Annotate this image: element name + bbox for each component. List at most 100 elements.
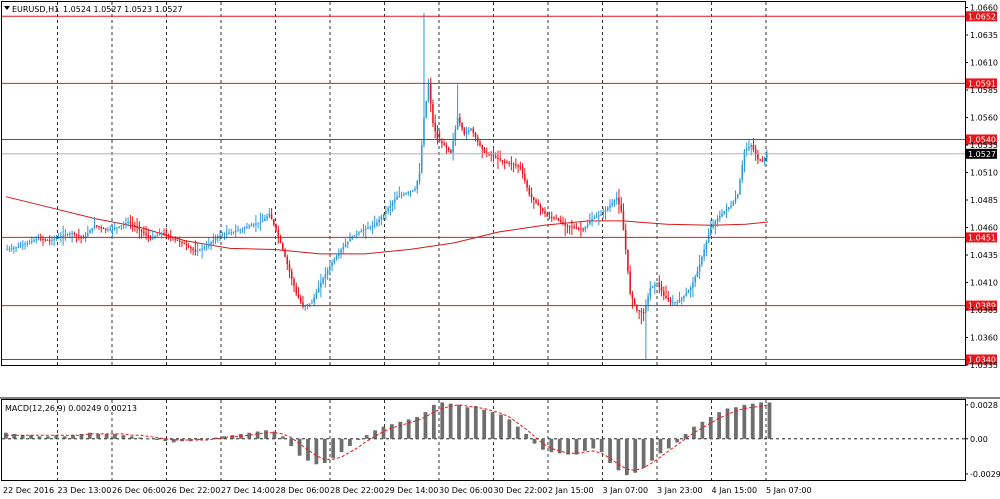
ohlc-values: 1.0524 1.0527 1.0523 1.0527	[63, 5, 183, 14]
candle-body	[530, 194, 533, 198]
macd-histogram-bar	[29, 435, 33, 439]
current-price-tag	[966, 148, 997, 159]
candle-body	[87, 233, 89, 236]
candle-body	[609, 205, 611, 208]
macd-histogram-bar	[692, 426, 696, 439]
candle-body	[443, 143, 445, 145]
macd-histogram-bar	[633, 438, 638, 473]
candle-body	[407, 192, 410, 194]
symbol-label: EURUSD,H1	[12, 5, 59, 14]
candle-body	[338, 252, 340, 257]
candle-body	[219, 235, 221, 237]
candle-body	[134, 225, 136, 227]
candle-body	[239, 229, 241, 231]
candle-body	[313, 297, 315, 303]
candle-body	[575, 227, 578, 229]
candle-body	[212, 240, 215, 243]
macd-histogram-bar	[708, 416, 713, 439]
candle-body	[346, 241, 349, 245]
candle-body	[533, 197, 535, 200]
macd-histogram-bar	[624, 438, 629, 476]
macd-histogram-bar	[675, 438, 680, 443]
candle-body	[631, 293, 634, 299]
candle-body	[250, 225, 253, 227]
candle-body	[745, 148, 748, 151]
candle-body	[26, 242, 29, 244]
candle-body	[618, 197, 620, 205]
macd-histogram-bar	[767, 402, 772, 439]
candle-body	[674, 302, 676, 304]
macd-tick-label: 0.00	[970, 435, 988, 444]
candle-body	[470, 128, 472, 131]
macd-histogram-bar	[717, 412, 722, 439]
price-tick-label: 1.0510	[970, 169, 998, 178]
candle-body	[73, 233, 76, 235]
candle-body	[44, 239, 47, 241]
main-panel-frame	[1, 1, 966, 366]
macd-histogram-bar	[356, 438, 361, 440]
moving-average	[5, 196, 769, 255]
candle-body	[304, 305, 306, 307]
candle-body	[42, 238, 44, 240]
candle-body	[82, 237, 85, 239]
candle-body	[593, 217, 596, 219]
candle-body	[734, 198, 737, 202]
macd-histogram-bar	[750, 403, 755, 439]
macd-histogram-bar	[280, 436, 285, 439]
candle-body	[394, 199, 396, 203]
price-tick-label: 1.0410	[970, 279, 998, 288]
candle-body	[676, 302, 679, 304]
candle-body	[624, 230, 627, 250]
macd-histogram-bar	[364, 435, 369, 439]
candle-body	[627, 249, 629, 272]
candle-body	[51, 239, 53, 241]
candle-body	[127, 222, 129, 224]
candle-body	[400, 194, 403, 196]
candle-body	[246, 227, 248, 229]
macd-histogram-bar	[574, 438, 579, 455]
candle-body	[329, 266, 331, 271]
candle-body	[528, 187, 531, 195]
candle-body	[39, 238, 42, 240]
candle-body	[698, 264, 701, 272]
candle-body	[261, 220, 264, 222]
candle-body	[176, 239, 179, 241]
candle-body	[55, 238, 58, 240]
candle-body	[158, 234, 161, 236]
candle-body	[611, 202, 614, 206]
candle-body	[555, 218, 557, 220]
macd-histogram-bar	[138, 437, 143, 439]
candle-body	[120, 225, 123, 227]
candle-body	[275, 224, 277, 230]
macd-label: MACD(12,26,9) 0.00249 0.00213	[5, 404, 137, 413]
time-tick-label: 5 Jan 07:00	[766, 486, 812, 495]
candle-body	[519, 166, 522, 168]
candle-body	[107, 229, 109, 231]
candle-body	[642, 312, 645, 314]
macd-histogram-bar	[650, 438, 654, 461]
candle-body	[436, 131, 439, 140]
macd-histogram-bar	[524, 433, 529, 439]
candle-body	[48, 240, 51, 242]
candle-body	[80, 236, 82, 238]
candle-body	[362, 229, 365, 232]
symbol-menu-icon[interactable]	[4, 6, 10, 10]
candle-body	[757, 154, 759, 160]
candle-body	[667, 297, 670, 301]
candle-body	[620, 204, 622, 211]
candle-body	[317, 287, 320, 293]
level-price-tag-text: 1.0540	[968, 136, 996, 145]
candle-body	[521, 167, 524, 174]
candle-body	[456, 117, 459, 130]
candle-body	[705, 242, 708, 250]
horizontal-levels[interactable]: 1.0652 1.0591 1.0540 1.0451 1.0389 1.0340 1.05…	[2, 11, 997, 365]
macd-histogram-bar	[683, 433, 688, 439]
candle-body	[763, 157, 766, 162]
time-tick-label: 3 Jan 07:00	[603, 486, 649, 495]
macd-histogram-bar	[507, 419, 512, 439]
candle-body	[35, 239, 38, 241]
candle-body	[671, 302, 674, 304]
candle-body	[438, 139, 441, 142]
candle-body	[719, 216, 721, 219]
